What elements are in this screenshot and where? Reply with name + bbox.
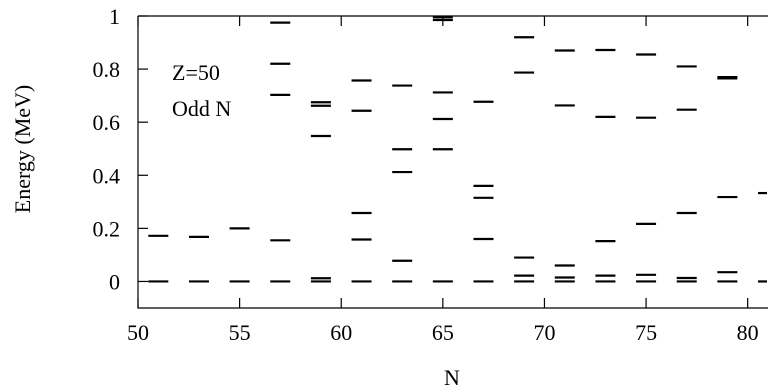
y-tick-label: 0.8: [93, 57, 121, 82]
y-tick-label: 0.4: [93, 163, 121, 188]
x-tick-label: 60: [330, 320, 352, 345]
x-axis-ticks: 50 55 60 65 70 75 80: [127, 16, 759, 345]
x-axis-label: N: [444, 365, 460, 390]
x-tick-label: 55: [229, 320, 251, 345]
energy-levels: [148, 16, 767, 283]
annotation-parity: Odd N: [172, 96, 231, 121]
x-tick-label: 70: [533, 320, 555, 345]
y-axis-ticks: 0 0.2 0.4 0.6 0.8 1: [93, 4, 148, 294]
x-tick-label: 65: [432, 320, 454, 345]
y-tick-label: 0.2: [93, 216, 121, 241]
y-tick-label: 1: [109, 4, 120, 29]
annotation-nucleus: Z=50: [172, 60, 220, 85]
y-tick-label: 0: [109, 269, 120, 294]
plot-area-border: [137, 15, 768, 309]
x-tick-label: 80: [737, 320, 759, 345]
y-axis-label: Energy (MeV): [10, 85, 35, 214]
y-tick-label: 0.6: [93, 110, 121, 135]
plot-frame: [137, 15, 768, 309]
x-tick-label: 50: [127, 320, 149, 345]
x-tick-label: 75: [635, 320, 657, 345]
